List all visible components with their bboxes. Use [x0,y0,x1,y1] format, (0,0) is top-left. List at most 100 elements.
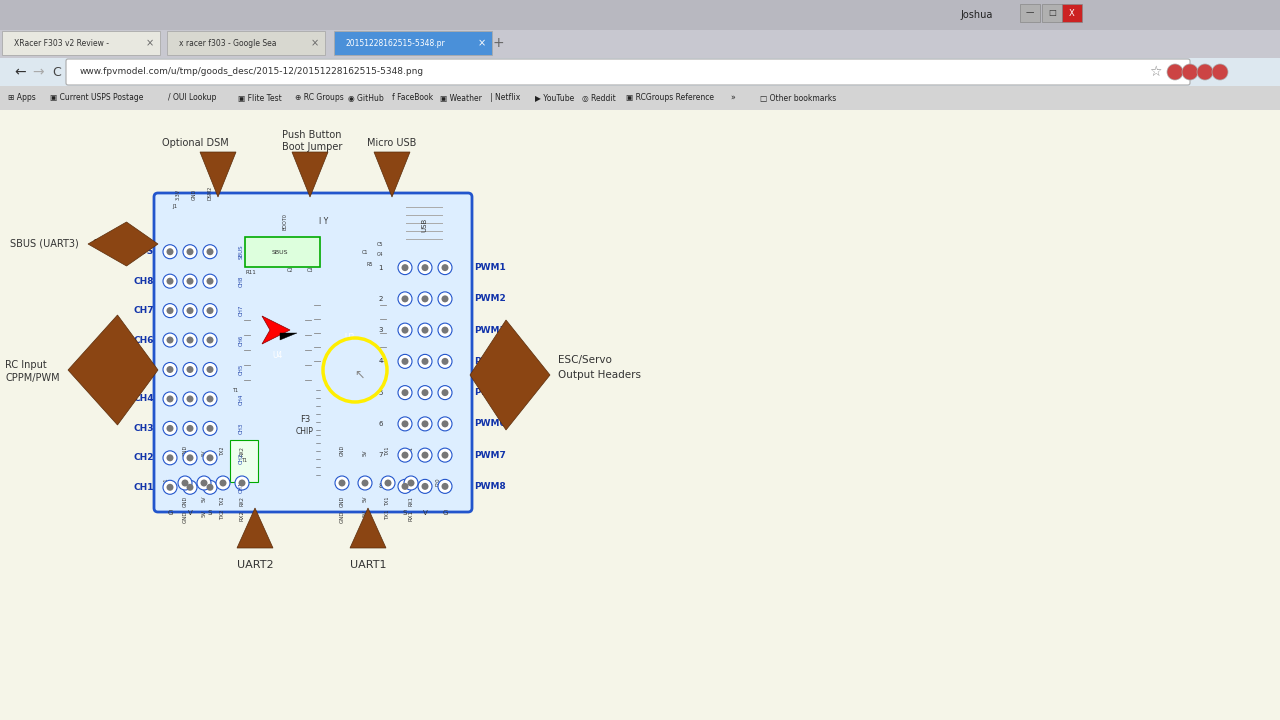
Circle shape [402,451,408,459]
Bar [320,385,332,435]
Bar [399,197,448,252]
Text: CH1: CH1 [133,483,154,492]
Circle shape [419,323,433,337]
Text: J1: J1 [172,204,177,209]
Circle shape [183,421,197,436]
Circle shape [166,307,174,314]
Text: RX1: RX1 [408,496,413,506]
Circle shape [183,245,197,258]
Text: □: □ [1048,9,1056,17]
Circle shape [438,354,452,369]
Polygon shape [470,320,550,430]
Circle shape [166,454,174,462]
Text: | Netflix: | Netflix [490,94,520,102]
Circle shape [163,333,177,347]
Text: 5V: 5V [362,496,367,503]
Text: ▣ RCGroups Reference: ▣ RCGroups Reference [626,94,714,102]
Circle shape [419,417,433,431]
Circle shape [438,261,452,274]
Text: T1: T1 [241,459,247,464]
Circle shape [187,454,193,462]
Bar [1042,4,1062,22]
Text: C: C [52,66,60,78]
Text: J20: J20 [436,479,442,487]
Text: f FaceBook: f FaceBook [392,94,433,102]
Circle shape [163,480,177,494]
Text: G: G [168,510,173,516]
Circle shape [183,392,197,406]
Text: RX2: RX2 [239,446,244,456]
Circle shape [163,421,177,436]
Text: SBUS (UART3): SBUS (UART3) [10,239,79,249]
Text: TX2: TX2 [220,496,225,505]
Circle shape [398,417,412,431]
Polygon shape [88,222,157,266]
Text: CH8: CH8 [133,276,154,286]
Circle shape [398,354,412,369]
Circle shape [404,476,419,490]
Bar [168,203,223,253]
Bar [206,218,214,236]
Circle shape [206,336,214,343]
Text: PWM2: PWM2 [474,294,506,303]
Circle shape [442,389,448,396]
Text: J21: J21 [164,479,169,487]
Text: CHIP: CHIP [296,428,314,436]
Circle shape [1197,64,1213,80]
Polygon shape [237,508,273,548]
Circle shape [421,358,429,365]
Text: 3.3V: 3.3V [175,189,180,200]
Text: TX1: TX1 [385,510,390,521]
Text: GND: GND [183,445,187,456]
Circle shape [419,480,433,493]
FancyBboxPatch shape [154,193,472,512]
Circle shape [206,366,214,373]
Circle shape [163,245,177,258]
Circle shape [398,480,412,493]
Polygon shape [200,152,236,197]
Text: SBUS: SBUS [127,247,154,256]
Circle shape [201,480,207,487]
Circle shape [421,327,429,333]
Text: RX1: RX1 [408,510,413,521]
Circle shape [206,425,214,432]
Circle shape [361,480,369,487]
Text: R11: R11 [244,269,256,274]
Circle shape [421,420,429,428]
Circle shape [163,362,177,377]
Circle shape [1167,64,1183,80]
Circle shape [421,295,429,302]
Circle shape [402,483,408,490]
Circle shape [166,336,174,343]
Text: RX1: RX1 [408,446,413,456]
Text: GND: GND [339,496,344,508]
Circle shape [442,295,448,302]
Text: www.fpvmodel.com/u/tmp/goods_desc/2015-12/20151228162515-5348.png: www.fpvmodel.com/u/tmp/goods_desc/2015-1… [79,68,424,76]
Circle shape [166,484,174,491]
Circle shape [204,362,218,377]
Circle shape [381,476,396,490]
Text: CH3: CH3 [133,424,154,433]
Text: PWM5: PWM5 [474,388,506,397]
Circle shape [197,476,211,490]
Text: PWM3: PWM3 [474,325,506,335]
Circle shape [204,333,218,347]
Text: RC Input: RC Input [5,360,47,370]
Circle shape [183,333,197,347]
Bar [157,237,236,502]
Text: ESC/Servo: ESC/Servo [558,355,612,365]
Circle shape [384,480,392,487]
Circle shape [187,336,193,343]
Circle shape [204,392,218,406]
Bar [330,462,430,504]
Text: 3: 3 [379,327,383,333]
Bar [1062,4,1082,22]
Circle shape [438,448,452,462]
FancyBboxPatch shape [3,31,160,55]
Text: Optional DSM: Optional DSM [161,138,228,148]
Text: TX1: TX1 [385,446,390,456]
Bar [0,0,1280,12]
Text: / OUI Lookup: / OUI Lookup [168,94,216,102]
Bar [189,218,198,236]
Text: USB: USB [421,218,428,232]
